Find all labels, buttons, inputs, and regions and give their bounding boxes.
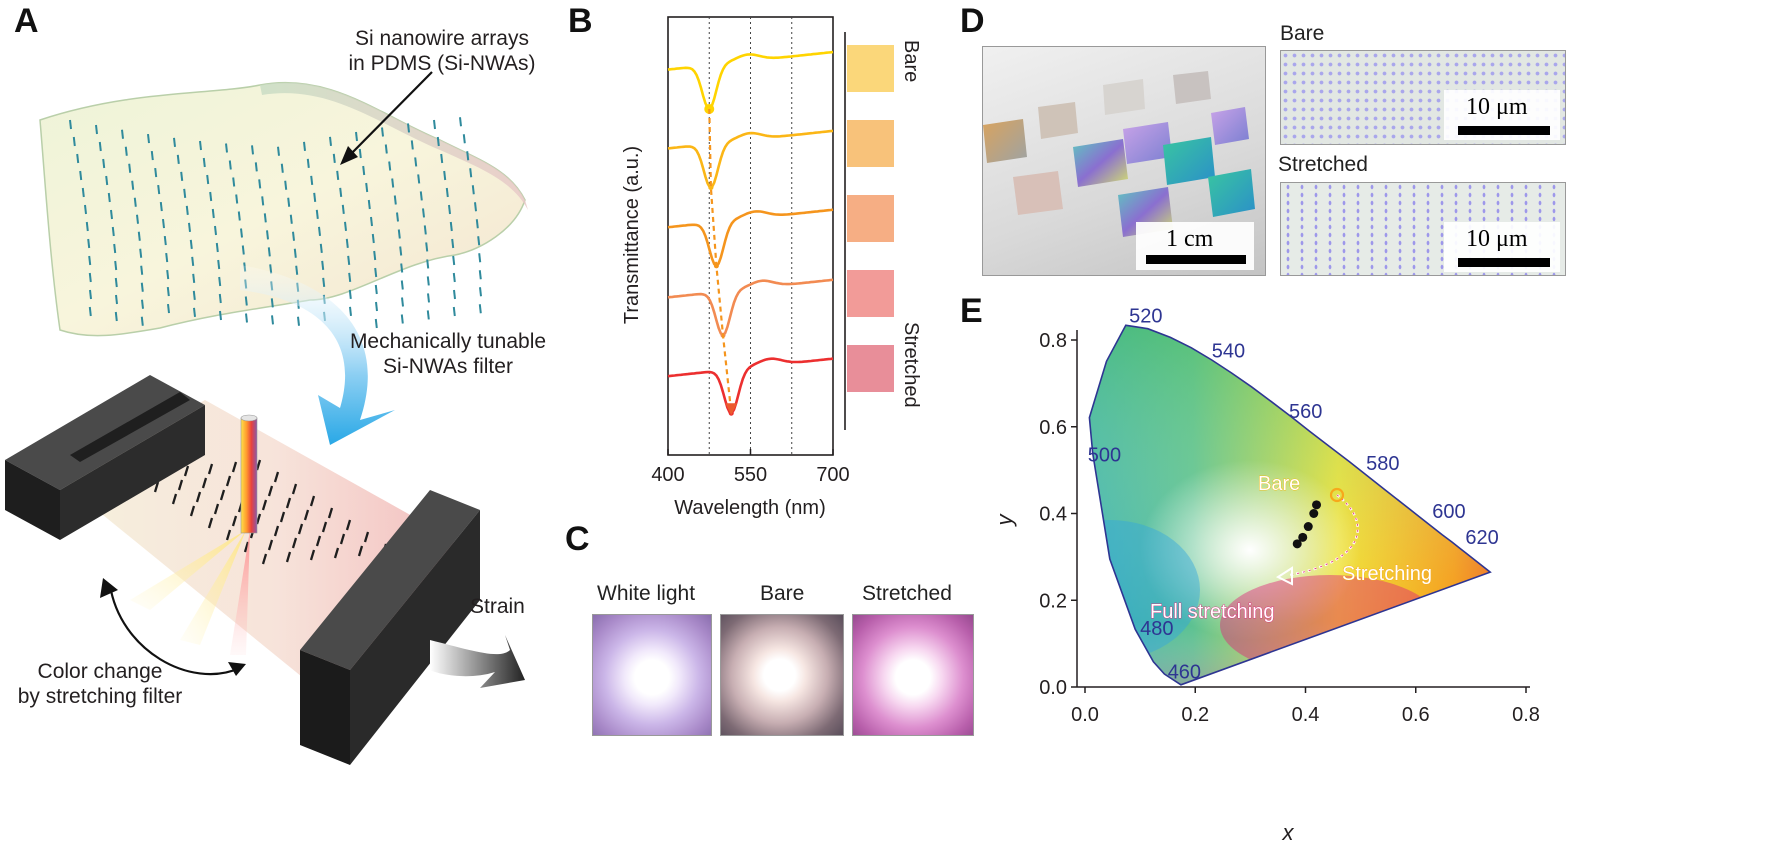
- annotation-full-stretching: Full stretching: [1150, 601, 1275, 623]
- dip-marker-1: [704, 103, 715, 114]
- photo-scalebar: [1146, 255, 1246, 264]
- chromaticity-point-5: [1292, 539, 1302, 549]
- photo-stretched: [852, 614, 974, 736]
- transmittance-series-5: [667, 357, 834, 415]
- strain-label: Strain: [470, 595, 525, 618]
- cie-chromaticity-chart: 0.0 0.2 0.4 0.6 0.8 0.0 0.2 0.4 0.6 0.8 460 480 500…: [992, 306, 1540, 843]
- color-swatch-2: [847, 120, 894, 167]
- chart-b-xlabel: Wavelength (nm): [674, 497, 826, 519]
- filter-squares: [983, 71, 1255, 237]
- color-change-line1: Color change: [37, 660, 163, 683]
- label-d-bare: Bare: [1280, 22, 1325, 45]
- bare-start-marker: [1329, 487, 1345, 503]
- stretched-scalebar: [1458, 258, 1550, 267]
- panel-letter-d: D: [960, 2, 985, 40]
- chromaticity-point-2: [1309, 509, 1319, 518]
- chromaticity-point-4: [1298, 532, 1308, 542]
- photo-bare: [720, 614, 844, 736]
- filter-label-line2: Si-NWAs filter: [383, 354, 513, 378]
- label-d-stretched: Stretched: [1278, 153, 1368, 176]
- panel-letter-e: E: [960, 292, 983, 330]
- wavelength-label-520: 520: [1129, 306, 1162, 328]
- transmittance-series-3: [667, 208, 834, 268]
- color-swatch-1: [847, 45, 894, 92]
- chart-b-xtick-1: 550: [734, 464, 767, 486]
- spectral-locus: [1088, 324, 1492, 686]
- curved-process-arrow: [240, 265, 395, 445]
- chromaticity-point-1: [1312, 500, 1322, 510]
- wavelength-label-480: 480: [1140, 618, 1173, 640]
- wavelength-label-460: 460: [1168, 661, 1201, 683]
- label-white-light: White light: [597, 582, 696, 605]
- label-c-bare: Bare: [760, 582, 805, 605]
- bare-scale-text: 10 μm: [1466, 94, 1528, 120]
- wavelength-label-580: 580: [1366, 453, 1399, 475]
- filter-label: Mechanically tunable Si-NWAs filter: [328, 330, 568, 380]
- panel-letter-c: C: [565, 520, 590, 558]
- annotation-stretching: Stretching: [1342, 563, 1432, 585]
- wavelength-label-620: 620: [1465, 527, 1498, 549]
- legend-stretched: Stretched: [900, 322, 922, 408]
- right-clamp: [300, 490, 480, 670]
- chart-e-ytick-4: 0.8: [1039, 330, 1067, 352]
- panel-letter-b: B: [568, 2, 593, 40]
- legend-bare: Bare: [900, 40, 922, 82]
- left-clamp: [5, 375, 205, 490]
- color-swatch-4: [847, 270, 894, 317]
- chart-b-xtick-2: 700: [816, 464, 849, 486]
- photo-scale-text: 1 cm: [1166, 226, 1214, 252]
- chart-e-xtick-2: 0.4: [1292, 704, 1320, 726]
- light-beam-yellow: [130, 530, 246, 610]
- nanowire-pointer-arrow: [344, 71, 433, 161]
- wavelength-label-560: 560: [1289, 401, 1322, 423]
- transmittance-series-2: [667, 129, 834, 189]
- label-c-stretched: Stretched: [862, 582, 952, 605]
- filter-label-line1: Mechanically tunable: [349, 330, 547, 353]
- chart-e-xtick-4: 0.8: [1512, 704, 1540, 726]
- light-beam-red: [230, 530, 250, 655]
- chart-e-xtick-3: 0.6: [1402, 704, 1430, 726]
- panel-letter-a: A: [14, 2, 39, 40]
- dip-marker-2: [708, 185, 714, 191]
- transmittance-series-4: [667, 278, 834, 338]
- color-change-label: Color change by stretching filter: [0, 660, 200, 710]
- chart-e-xtick-0: 0.0: [1071, 704, 1099, 726]
- nanowire-label: Si nanowire arrays in PDMS (Si-NWAs): [332, 27, 552, 77]
- wavelength-label-540: 540: [1212, 340, 1245, 362]
- transmittance-chart: 400 550 700 Transmittance (a.u.) Wavelengt…: [621, 16, 922, 519]
- chart-e-ytick-2: 0.4: [1039, 504, 1067, 526]
- color-change-line2: by stretching filter: [17, 684, 183, 708]
- panel-a-illustration: [5, 71, 528, 765]
- transmittance-series-1: [667, 50, 834, 111]
- nanowire-label-line1: Si nanowire arrays: [355, 27, 529, 50]
- chart-b-xtick-0: 400: [651, 464, 684, 486]
- color-change-arrow: [108, 584, 241, 676]
- wavelength-label-600: 600: [1432, 501, 1465, 523]
- chromaticity-point-3: [1303, 522, 1313, 532]
- photo-white-light: [592, 614, 712, 736]
- chart-e-ytick-0: 0.0: [1039, 677, 1067, 699]
- light-source-rod: [240, 417, 258, 534]
- bare-scalebar: [1458, 126, 1550, 135]
- chart-e-ytick-1: 0.2: [1039, 590, 1067, 612]
- strain-arrow: [430, 635, 525, 688]
- annotation-bare: Bare: [1258, 473, 1300, 495]
- color-swatch-3: [847, 195, 894, 242]
- nanowire-label-line2: in PDMS (Si-NWAs): [348, 51, 536, 75]
- chart-e-xlabel: x: [1282, 820, 1295, 843]
- chart-e-xtick-1: 0.2: [1181, 704, 1209, 726]
- chart-b-ylabel: Transmittance (a.u.): [621, 146, 643, 324]
- dip-shift-arrow: [708, 108, 733, 414]
- chart-e-ylabel: y: [992, 513, 1017, 528]
- color-swatch-5: [847, 345, 894, 392]
- wavelength-label-500: 500: [1088, 444, 1121, 466]
- chart-e-ytick-3: 0.6: [1039, 417, 1067, 439]
- stretched-scale-text: 10 μm: [1466, 226, 1528, 252]
